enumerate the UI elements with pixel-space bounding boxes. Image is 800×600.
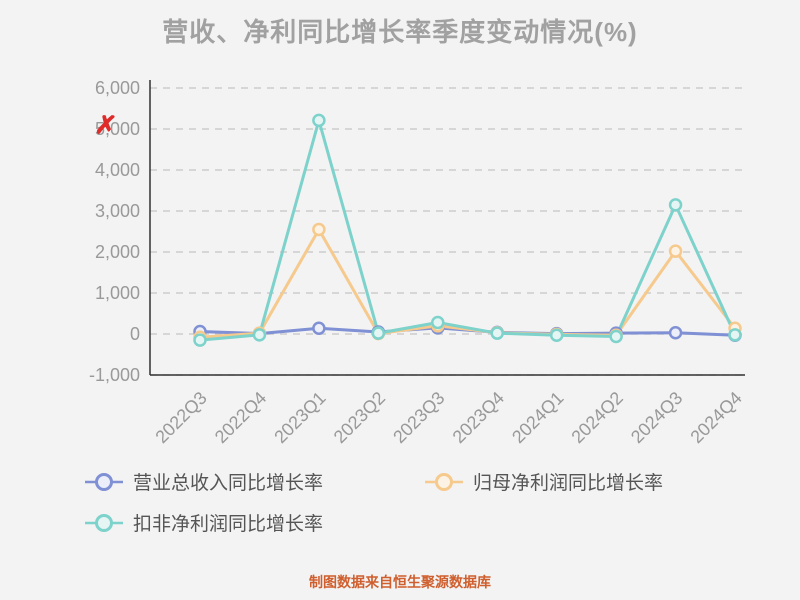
svg-text:2023Q3: 2023Q3 [389, 388, 448, 447]
legend: 营业总收入同比增长率 归母净利润同比增长率 扣非净利润同比增长率 [85, 468, 730, 536]
svg-text:2024Q1: 2024Q1 [508, 388, 567, 447]
legend-item-deducted-net-profit-growth[interactable]: 扣非净利润同比增长率 [85, 509, 385, 536]
line-circle-marker-icon [85, 471, 123, 493]
svg-text:3,000: 3,000 [95, 201, 140, 221]
legend-label: 营业总收入同比增长率 [133, 473, 324, 494]
chart-title: 营收、净利同比增长率季度变动情况(%) [162, 17, 638, 47]
svg-text:2024Q3: 2024Q3 [627, 388, 686, 447]
svg-text:2024Q2: 2024Q2 [567, 388, 626, 447]
svg-text:6,000: 6,000 [95, 78, 140, 98]
legend-item-net-profit-growth[interactable]: 归母净利润同比增长率 [425, 468, 725, 495]
svg-text:2023Q1: 2023Q1 [270, 388, 329, 447]
legend-label: 扣非净利润同比增长率 [133, 514, 324, 535]
svg-text:2024Q4: 2024Q4 [686, 388, 745, 447]
svg-text:2,000: 2,000 [95, 242, 140, 262]
chart-plot-area[interactable]: -1,000 0 1,000 2,000 3,000 4,000 5,000 6,000 202… [0, 0, 800, 470]
svg-text:1,000: 1,000 [95, 283, 140, 303]
red-x-annotation: ✗ [93, 108, 119, 142]
svg-text:4,000: 4,000 [95, 160, 140, 180]
svg-text:-1,000: -1,000 [89, 365, 140, 385]
line-circle-marker-icon [85, 512, 123, 534]
svg-text:2023Q4: 2023Q4 [449, 388, 508, 447]
legend-item-total-revenue-growth[interactable]: 营业总收入同比增长率 [85, 468, 385, 495]
svg-text:2023Q2: 2023Q2 [330, 388, 389, 447]
svg-text:2022Q4: 2022Q4 [211, 388, 270, 447]
svg-text:2022Q3: 2022Q3 [151, 388, 210, 447]
data-source-note: 制图数据来自恒生聚源数据库 [309, 574, 491, 590]
legend-label: 归母净利润同比增长率 [473, 473, 664, 494]
line-circle-marker-icon [425, 471, 463, 493]
svg-text:0: 0 [130, 324, 140, 344]
svg-text:5,000: 5,000 [95, 119, 140, 139]
